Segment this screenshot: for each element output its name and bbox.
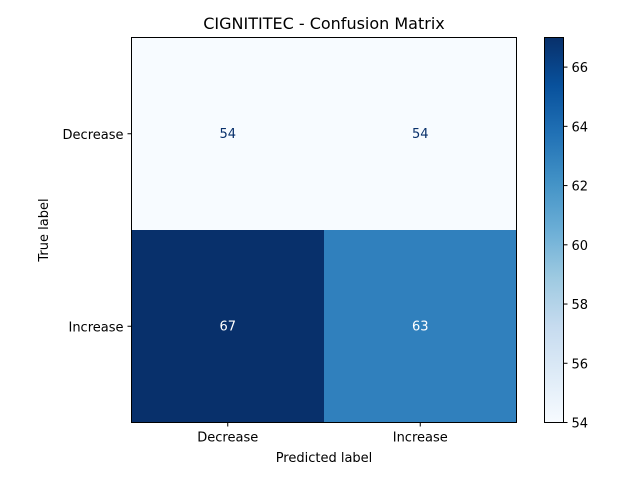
x-axis-ticks: Decrease Increase <box>197 422 448 446</box>
heatmap-cell-labels: 54 54 67 63 <box>219 127 428 335</box>
plot-frame <box>131 37 517 423</box>
colorbar-tick-label: 56 <box>572 357 589 372</box>
heatmap-cell-0-0 <box>131 37 324 230</box>
cell-value-label-0-1: 54 <box>412 127 429 142</box>
x-tick-label: Decrease <box>197 431 258 446</box>
y-axis-ticks: Decrease Increase <box>63 128 132 335</box>
heatmap-cell-0-1 <box>324 37 517 230</box>
cell-value-label-1-0: 67 <box>219 319 236 334</box>
colorbar-tick-label: 60 <box>572 239 589 254</box>
colorbar-tick-label: 64 <box>572 120 589 135</box>
heatmap-cells <box>131 37 517 423</box>
x-axis-label: Predicted label <box>276 451 373 466</box>
colorbar <box>544 37 564 423</box>
y-axis-label: True label <box>37 198 52 262</box>
colorbar-tick-label: 66 <box>572 61 589 76</box>
y-tick-label: Increase <box>68 320 123 335</box>
heatmap-cell-1-0 <box>131 230 324 423</box>
colorbar-tick-label: 62 <box>572 180 589 195</box>
colorbar-tick-label: 54 <box>572 417 589 432</box>
y-tick-label: Decrease <box>63 128 124 143</box>
chart-title: CIGNITITEC - Confusion Matrix <box>203 14 445 33</box>
cell-value-label-0-0: 54 <box>219 127 236 142</box>
colorbar-tick-label: 58 <box>572 298 589 313</box>
x-tick-label: Increase <box>393 431 448 446</box>
heatmap-cell-1-1 <box>324 230 517 423</box>
colorbar-ticks: 54 56 58 60 62 64 66 <box>563 61 589 432</box>
cell-value-label-1-1: 63 <box>412 319 429 334</box>
